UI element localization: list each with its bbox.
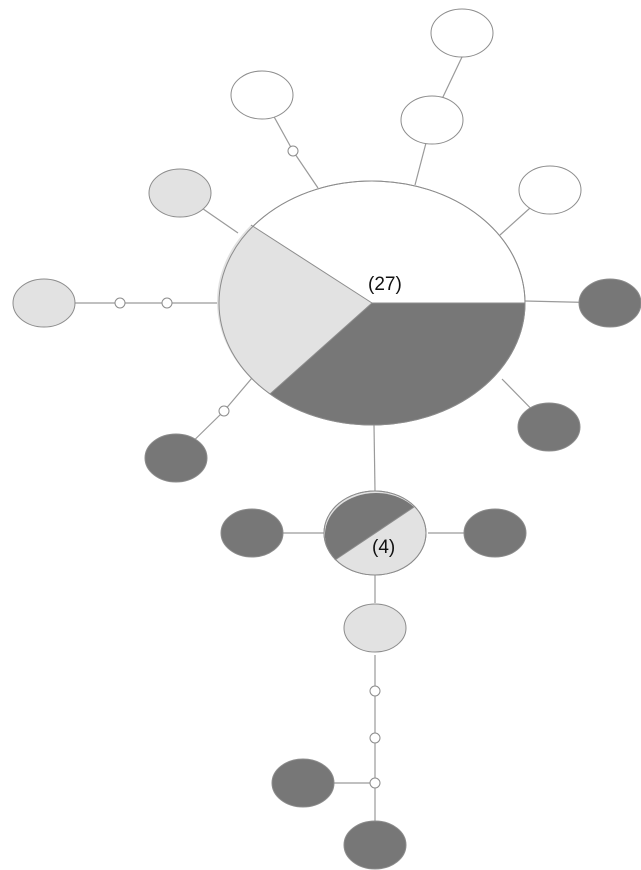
haplotype-node-light-grey	[12, 278, 76, 328]
edge	[223, 377, 253, 412]
median-vectors	[114, 145, 381, 789]
edge	[373, 424, 376, 492]
median-vector	[287, 145, 299, 157]
haplotype-node-white	[518, 165, 582, 215]
haplotype-node-dark-grey	[463, 508, 527, 558]
secondary-haplotype-outline	[323, 490, 427, 576]
sector-divider	[250, 224, 373, 304]
haplotype-node-dark-grey	[220, 508, 284, 558]
main-haplotype-outline	[218, 180, 526, 426]
haplotype-node-dark-grey	[343, 820, 407, 870]
haplotype-node-white	[230, 70, 294, 120]
haplotype-node-white	[400, 95, 464, 145]
median-vector	[369, 777, 381, 789]
sector-divider	[334, 506, 415, 561]
haplotype-node-dark-grey	[517, 402, 581, 452]
sector-divider	[269, 302, 373, 395]
main-haplotype-dark-grey-sector	[270, 303, 526, 426]
median-vector	[161, 297, 173, 309]
haplotype-node-dark-grey	[578, 278, 641, 328]
main-haplotype-light-grey-sector	[217, 225, 372, 394]
secondary-haplotype-dark-grey-sector	[324, 492, 414, 560]
secondary-haplotype-node: (4)	[323, 490, 427, 576]
main-haplotype-count-label: (27)	[368, 274, 402, 295]
haplotype-node-light-grey	[148, 168, 212, 218]
median-vector	[369, 732, 381, 744]
haplotype-node-dark-grey	[271, 758, 335, 808]
haplotype-node-dark-grey	[144, 433, 208, 483]
haplotype-node-light-grey	[343, 603, 407, 653]
secondary-haplotype-count-label: (4)	[372, 537, 395, 558]
main-haplotype-node: (27)	[217, 180, 526, 426]
edge	[292, 150, 319, 189]
haplotype-node-white	[430, 8, 494, 58]
median-vector	[218, 405, 230, 417]
edges	[44, 56, 611, 835]
median-vector	[369, 685, 381, 697]
median-vector	[114, 297, 126, 309]
